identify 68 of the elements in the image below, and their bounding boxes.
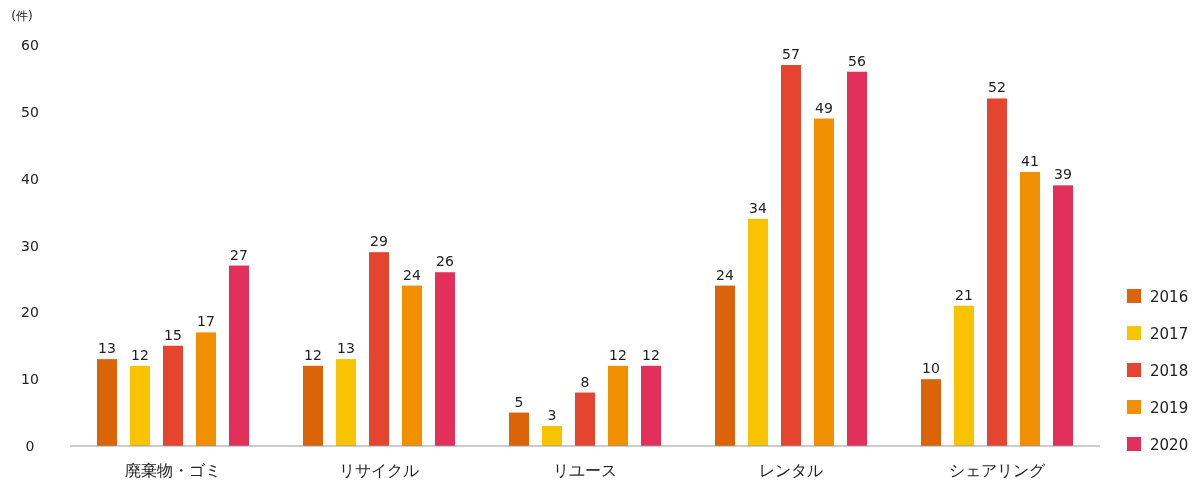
data-label: 17 xyxy=(197,313,215,330)
data-label: 21 xyxy=(955,286,973,303)
data-label: 24 xyxy=(403,266,421,283)
x-tick-label: 廃棄物・ゴミ xyxy=(125,461,221,480)
data-label: 52 xyxy=(988,79,1006,96)
data-label: 49 xyxy=(815,99,833,116)
data-label: 27 xyxy=(230,246,248,263)
x-tick-label: レンタル xyxy=(759,461,823,480)
bar xyxy=(715,285,735,446)
bar xyxy=(575,392,595,446)
bar xyxy=(196,332,216,446)
bar xyxy=(1020,171,1040,446)
legend-label: 2019 xyxy=(1150,399,1189,417)
bar xyxy=(781,65,801,446)
data-label: 8 xyxy=(580,373,590,390)
bar xyxy=(509,412,529,446)
legend-label: 2020 xyxy=(1150,436,1189,454)
data-label: 34 xyxy=(749,199,767,216)
data-label: 13 xyxy=(98,340,116,357)
bar xyxy=(336,359,356,446)
y-axis-title: (件) xyxy=(11,9,33,23)
bar xyxy=(402,285,422,446)
bar xyxy=(641,365,661,446)
y-tick-label: 50 xyxy=(21,103,39,120)
data-label: 15 xyxy=(164,326,182,343)
data-label: 39 xyxy=(1054,166,1072,183)
data-label: 10 xyxy=(922,360,940,377)
bar xyxy=(1053,185,1073,446)
bar xyxy=(130,365,150,446)
data-label: 56 xyxy=(848,52,866,69)
y-tick-label: 40 xyxy=(21,170,39,187)
data-label: 24 xyxy=(716,266,734,283)
data-label: 12 xyxy=(609,346,627,363)
bar xyxy=(542,425,562,446)
x-tick-label: リサイクル xyxy=(339,461,419,480)
data-label: 12 xyxy=(131,346,149,363)
x-tick-label: リユース xyxy=(553,461,617,480)
data-label: 13 xyxy=(337,340,355,357)
data-label: 29 xyxy=(370,233,388,250)
bar xyxy=(97,359,117,446)
legend-label: 2017 xyxy=(1150,325,1189,343)
data-label: 3 xyxy=(547,406,557,423)
bar xyxy=(229,265,249,446)
bar xyxy=(369,252,389,446)
bar xyxy=(921,379,941,446)
legend-label: 2016 xyxy=(1150,288,1189,306)
legend-label: 2018 xyxy=(1150,362,1189,380)
bar xyxy=(435,272,455,446)
bar xyxy=(954,305,974,446)
data-label: 12 xyxy=(304,346,322,363)
y-tick-label: 0 xyxy=(25,438,35,454)
data-label: 26 xyxy=(436,253,454,270)
y-tick-label: 60 xyxy=(21,37,39,53)
bar xyxy=(748,218,768,446)
bar xyxy=(608,365,628,446)
bar xyxy=(987,98,1007,446)
bar xyxy=(163,345,183,446)
y-tick-label: 30 xyxy=(21,237,39,254)
bar xyxy=(847,71,867,446)
y-tick-label: 20 xyxy=(21,304,39,321)
data-label: 5 xyxy=(514,393,524,410)
x-tick-label: シェアリング xyxy=(949,461,1046,480)
bar xyxy=(814,118,834,446)
data-label: 41 xyxy=(1021,152,1039,169)
bar xyxy=(303,365,323,446)
data-label: 57 xyxy=(782,46,800,63)
y-tick-label: 10 xyxy=(21,371,39,388)
data-label: 12 xyxy=(642,346,660,363)
